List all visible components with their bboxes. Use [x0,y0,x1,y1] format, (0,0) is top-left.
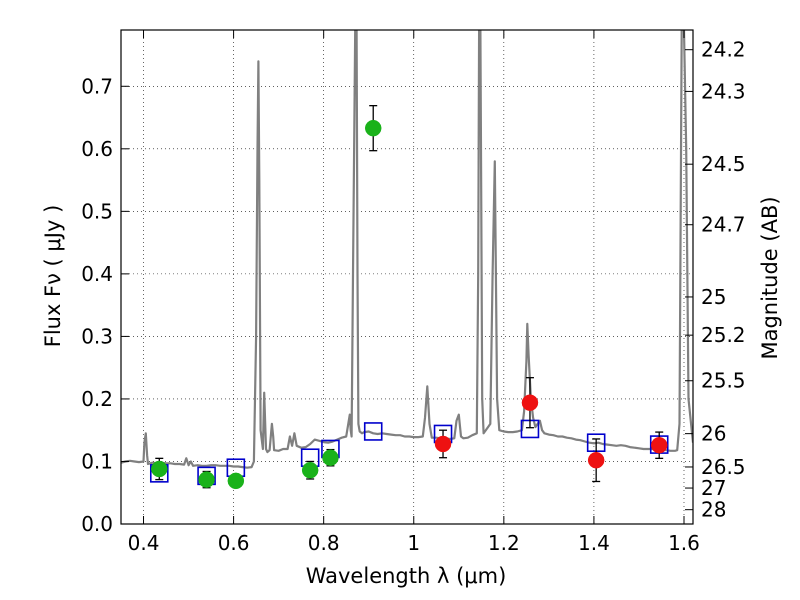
observed-point [587,451,605,469]
data-points [149,105,669,490]
y-tick-label: 0.7 [81,74,113,98]
magnitude-tick-label: 24.2 [701,38,746,62]
magnitude-axis-label: Magnitude (AB) [758,196,782,359]
magnitude-tick-label: 26.5 [701,455,746,479]
y-tick-label: 0.2 [81,387,113,411]
observed-point [301,461,319,479]
y-tick-label: 0.0 [81,512,113,536]
magnitude-tick-label: 24.7 [701,213,746,237]
observed-point [151,460,168,478]
observed-point [322,449,339,466]
magnitude-tick-label: 25.2 [701,323,746,347]
x-tick-label: 1.2 [488,531,520,555]
magnitude-tick-label: 26 [701,422,726,446]
spectrum-series [121,30,693,469]
magnitude-tick-label: 24.3 [701,79,746,103]
magnitude-tick-label: 27 [701,476,726,500]
grid [121,30,693,525]
observed-point [434,435,452,453]
observed-point [650,436,668,454]
observed-point [227,472,245,490]
plot-frame [120,29,694,525]
observed-point [521,394,539,411]
y-tick-label: 0.6 [81,137,113,161]
x-tick-label: 0.6 [218,531,250,555]
x-axis-label: Wavelength λ (μm) [306,564,507,588]
y-axis-label: Flux Fν ( μJy ) [41,205,65,348]
model-point-square [363,422,383,441]
magnitude-tick-label: 25.5 [701,369,746,393]
observed-point [198,471,215,488]
spectrum-line [121,30,693,469]
x-tick-label: 1 [407,531,420,555]
x-tick-label: 1.4 [578,531,610,555]
magnitude-tick-label: 28 [701,498,726,522]
magnitude-tick-label: 25 [701,285,726,309]
y-tick-label: 0.1 [81,449,113,473]
x-tick-label: 0.4 [128,531,160,555]
y-tick-label: 0.4 [81,262,113,286]
y-axis-ticks: 0.0 0.1 0.2 0.3 0.4 0.5 0.6 0.7 [81,74,129,536]
x-axis-ticks: 0.4 0.6 0.8 1 1.2 1.4 1.6 [128,30,700,555]
y-tick-label: 0.5 [81,199,113,223]
magnitude-tick-label: 24.5 [701,152,746,176]
x-tick-label: 1.6 [668,531,700,555]
x-tick-label: 0.8 [308,531,340,555]
y-tick-label: 0.3 [81,324,113,348]
observed-point [364,119,382,137]
